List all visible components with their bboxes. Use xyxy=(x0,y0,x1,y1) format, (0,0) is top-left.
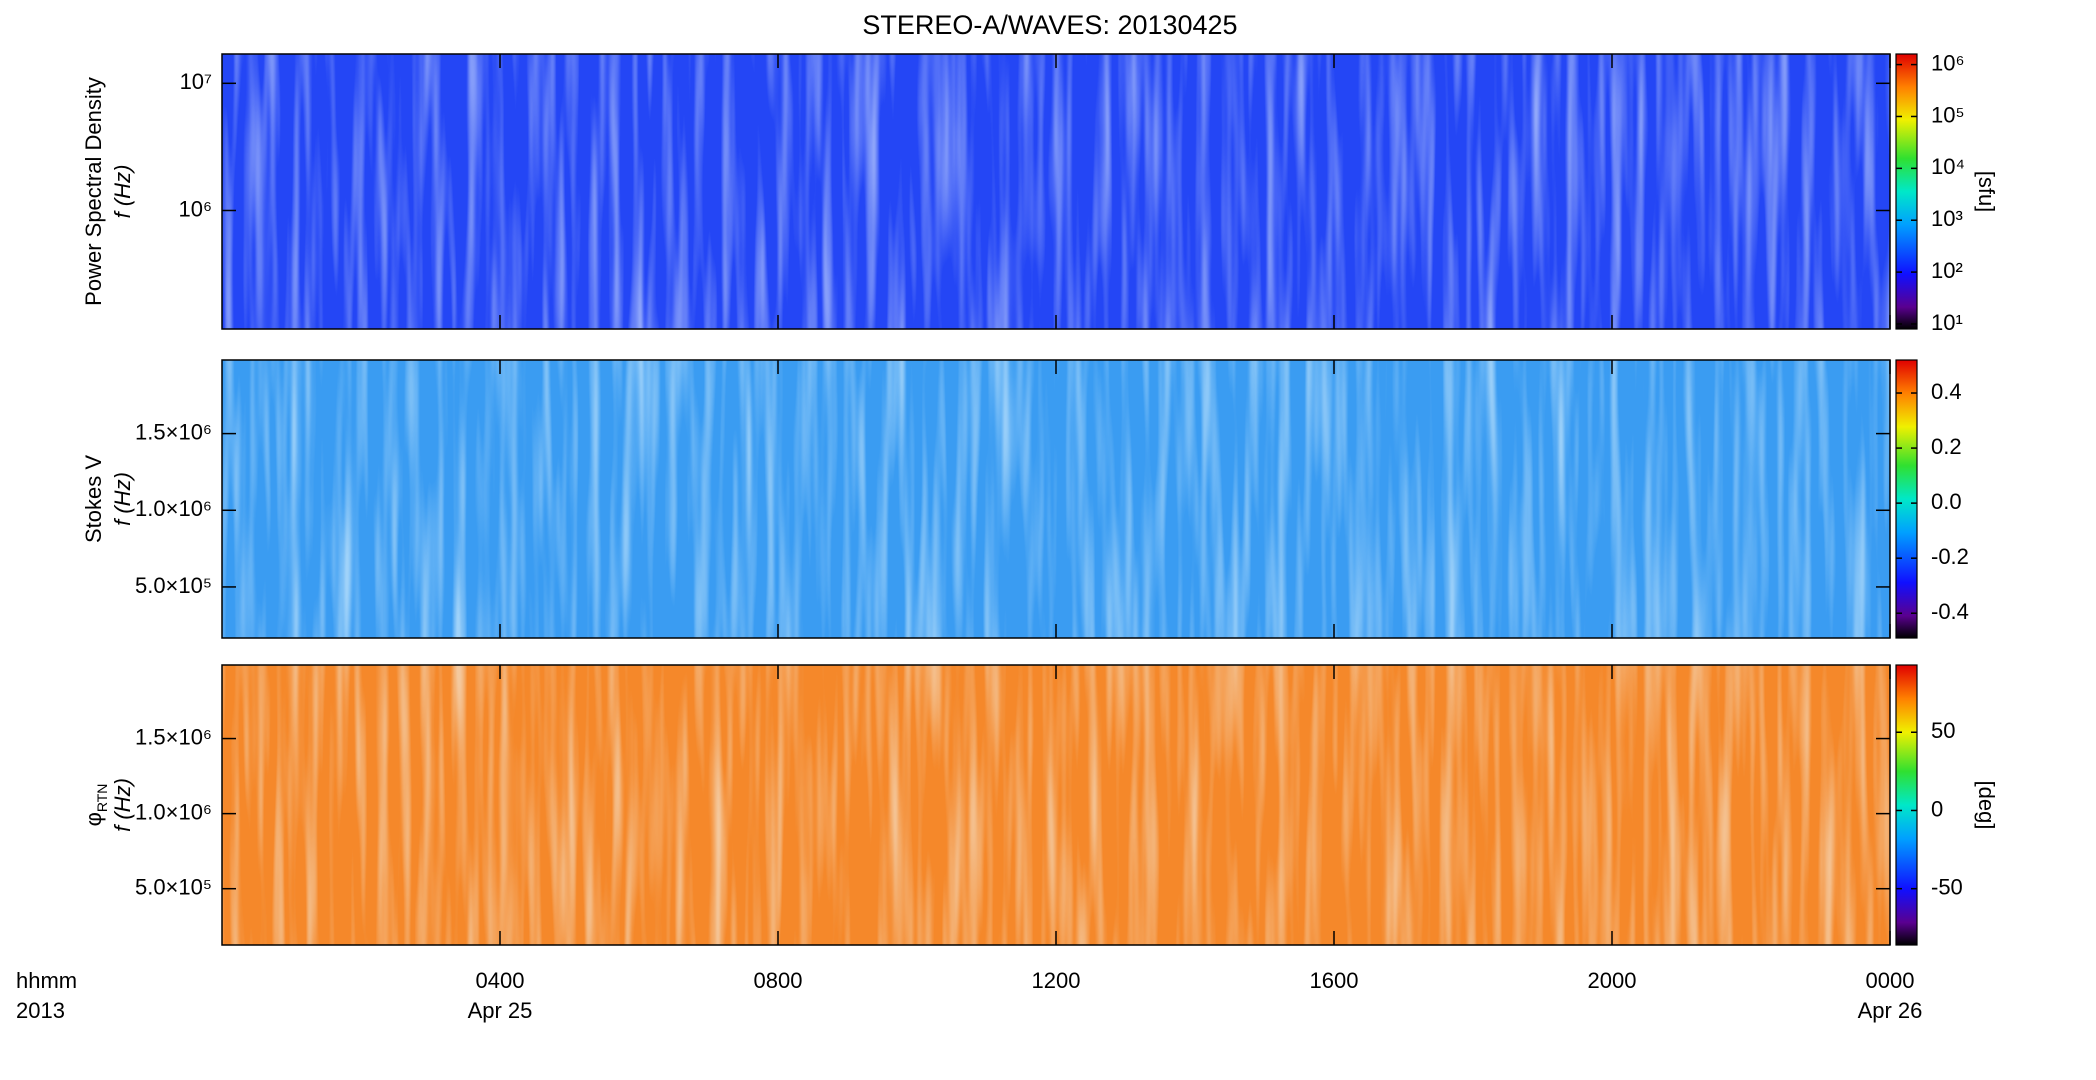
x-axis-sublabel: 2013 xyxy=(16,998,65,1023)
y-axis-label-subscript: RTN xyxy=(94,784,110,813)
colorbar-tick-label: 0.0 xyxy=(1931,489,1962,514)
y-axis-label: f (Hz) xyxy=(110,165,135,219)
spectrogram-texture xyxy=(222,54,1890,329)
y-tick-label: 5.0×10⁵ xyxy=(135,875,212,900)
colorbar-tick-label: -50 xyxy=(1931,874,1963,899)
y-tick-label: 1.5×10⁶ xyxy=(135,419,212,444)
x-tick-label: 1600 xyxy=(1310,968,1359,993)
y-axis-label: Stokes V xyxy=(81,455,106,543)
colorbar-tick-label: -0.4 xyxy=(1931,599,1969,624)
spectrogram-texture xyxy=(222,665,1890,945)
colorbar-tick-label: 10⁴ xyxy=(1931,154,1965,179)
y-tick-label: 1.5×10⁶ xyxy=(135,724,212,749)
colorbar xyxy=(1895,664,1918,946)
y-tick-label: 10⁷ xyxy=(180,69,212,94)
y-axis-label-text: Power Spectral Density xyxy=(81,77,106,306)
y-axis-label: φRTN xyxy=(81,784,110,827)
y-axis-label: f (Hz) xyxy=(110,778,135,832)
colorbar-label: [sfu] xyxy=(1974,171,1999,213)
x-axis-label: hhmm xyxy=(16,968,77,993)
spectrogram-texture xyxy=(222,360,1890,638)
colorbar-tick-label: -0.2 xyxy=(1931,544,1969,569)
colorbar-label: [deg] xyxy=(1974,781,1999,830)
x-tick-date: Apr 25 xyxy=(468,998,533,1023)
y-axis-label-text: φ xyxy=(81,812,106,826)
x-tick-date: Apr 26 xyxy=(1858,998,1923,1023)
y-tick-label: 1.0×10⁶ xyxy=(135,799,212,824)
colorbar-tick-label: 10⁶ xyxy=(1931,50,1965,75)
colorbar-tick-label: 10³ xyxy=(1931,206,1963,231)
colorbar-tick-label: 0.2 xyxy=(1931,434,1962,459)
x-tick-label: 2000 xyxy=(1588,968,1637,993)
y-axis-label-text: Stokes V xyxy=(81,455,106,543)
colorbar-tick-label: 10² xyxy=(1931,258,1963,283)
chart-title: STEREO-A/WAVES: 20130425 xyxy=(862,10,1237,40)
colorbar-tick-label: 50 xyxy=(1931,718,1955,743)
colorbar xyxy=(1895,359,1918,639)
x-tick-label: 0000 xyxy=(1866,968,1915,993)
y-tick-label: 10⁶ xyxy=(178,196,212,221)
colorbar-tick-label: 10¹ xyxy=(1931,310,1963,335)
y-tick-label: 1.0×10⁶ xyxy=(135,496,212,521)
x-tick-label: 0400 xyxy=(476,968,525,993)
colorbar-tick-label: 0.4 xyxy=(1931,379,1962,404)
x-tick-label: 1200 xyxy=(1032,968,1081,993)
x-tick-label: 0800 xyxy=(754,968,803,993)
y-axis-label: f (Hz) xyxy=(110,472,135,526)
colorbar xyxy=(1895,53,1918,330)
colorbar-tick-label: 0 xyxy=(1931,796,1943,821)
y-tick-label: 5.0×10⁵ xyxy=(135,573,212,598)
y-axis-label: Power Spectral Density xyxy=(81,77,106,306)
colorbar-tick-label: 10⁵ xyxy=(1931,102,1965,127)
